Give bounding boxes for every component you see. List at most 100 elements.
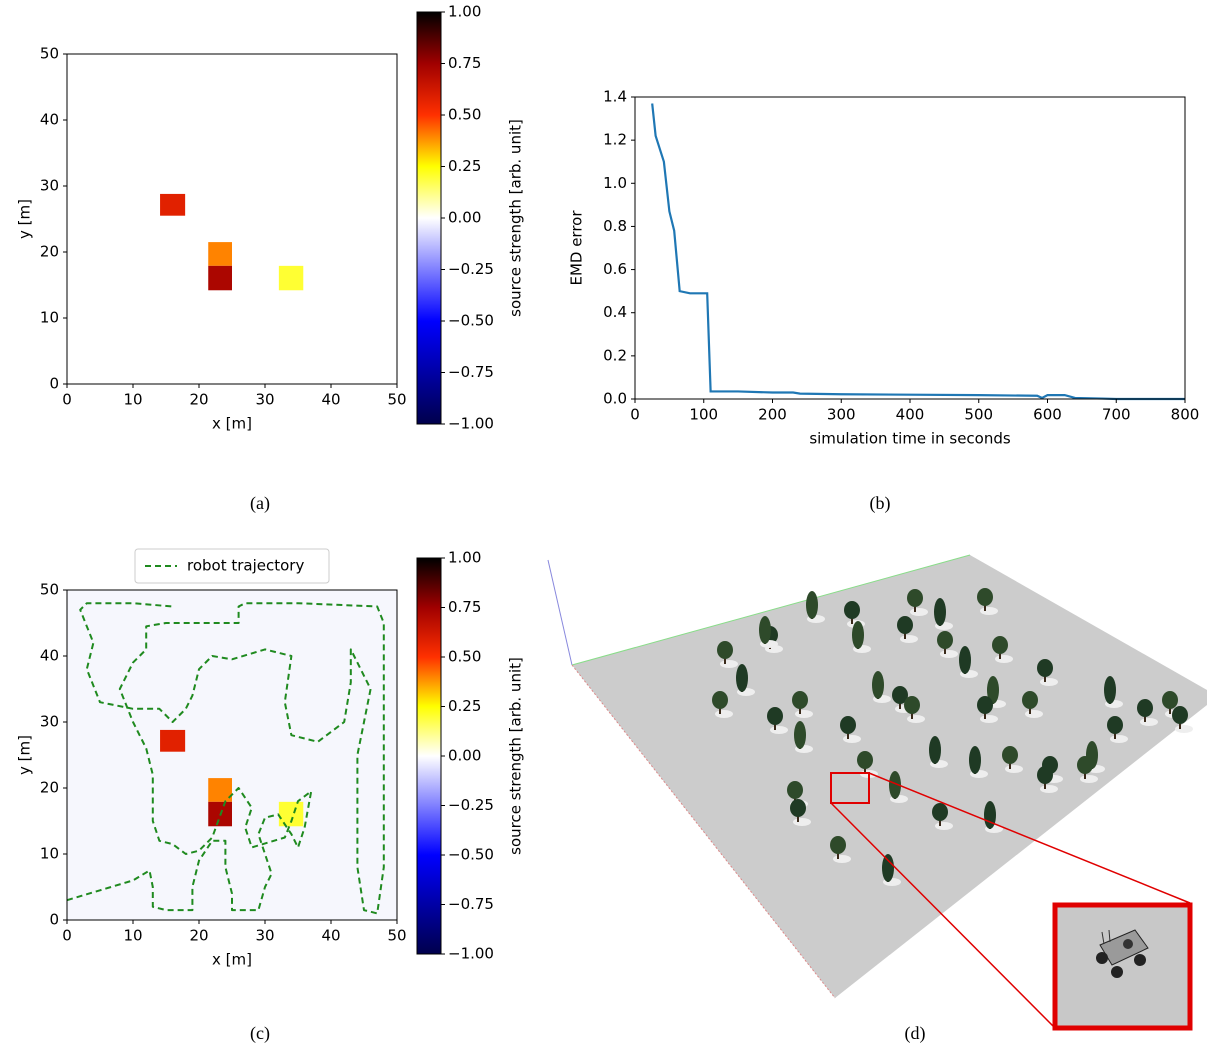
colorbar-tick-label: 0.75 [448,598,481,616]
colorbar-tick-label: 1.00 [448,3,481,21]
zoom-line [868,772,1191,904]
x-axis-label: x [m] [212,415,252,433]
tree-crown [969,746,981,774]
colorbar-tick-label: −1.00 [448,945,494,963]
tree-crown [1162,691,1178,709]
caption: (d) [905,1023,926,1044]
y-tick-label: 1.0 [603,174,627,192]
x-axis-label: x [m] [212,951,252,969]
caption: (b) [870,493,891,514]
y-tick-label: 40 [40,647,59,665]
y-axis-label: y [m] [16,735,34,775]
x-tick-label: 40 [321,927,340,945]
colorbar [416,11,442,425]
colorbar-label: source strength [arb. unit] [507,657,525,855]
colorbar-tick-label: −1.00 [448,415,494,433]
x-tick-label: 30 [255,927,274,945]
tree-crown [907,589,923,607]
colorbar-tick-label: −0.75 [448,363,494,381]
tree-crown [872,671,884,699]
tree-crown [736,664,748,692]
tree-crown [1002,746,1018,764]
colorbar-tick-label: 0.50 [448,106,481,124]
colorbar-tick-label: 0.50 [448,648,481,666]
x-tick-label: 50 [387,927,406,945]
colorbar-tick-label: −0.25 [448,796,494,814]
y-axis-label: y [m] [16,199,34,239]
colorbar [416,557,442,955]
tree-crown [1107,716,1123,734]
x-tick-label: 700 [1102,406,1131,424]
tree-crown [1172,706,1188,724]
tree-crown [889,771,901,799]
y-tick-label: 30 [40,713,59,731]
tree-crown [790,799,806,817]
y-tick-label: 0 [49,911,59,929]
tree-crown [984,801,996,829]
y-tick-label: 0.2 [603,346,627,364]
legend-label: robot trajectory [187,557,304,575]
tree-crown [932,803,948,821]
robot-icon [1096,929,1149,978]
y-tick-label: 50 [40,581,59,599]
tree-crown [806,591,818,619]
tree-shadow [940,650,958,658]
tree-shadow [793,818,811,826]
tree-crown [857,751,873,769]
panel-d-scene [547,554,1207,1031]
y-tick-label: 0.4 [603,303,627,321]
tree-shadow [1080,775,1098,783]
tree-shadow [995,655,1013,663]
y-tick-label: 1.2 [603,131,627,149]
colorbar-label: source strength [arb. unit] [507,119,525,317]
x-tick-label: 10 [123,927,142,945]
tree-crown [759,616,771,644]
tree-crown [904,696,920,714]
x-tick-label: 40 [321,391,340,409]
colorbar-tick-label: −0.50 [448,846,494,864]
tree-crown [767,707,783,725]
tree-shadow [935,822,953,830]
tree-crown [929,736,941,764]
tree-shadow [1005,765,1023,773]
tree-crown [992,636,1008,654]
caption: (c) [250,1023,270,1044]
colorbar-tick-label: 0.00 [448,209,481,227]
caption: (a) [250,493,270,514]
tree-crown [987,676,999,704]
x-axis-label: simulation time in seconds [809,430,1011,448]
trajectory [66,602,385,915]
colorbar-tick-label: 0.25 [448,157,481,175]
tree-crown [1037,659,1053,677]
axis-line [571,554,971,666]
colorbar-tick-label: 0.00 [448,747,481,765]
tree-crown [717,641,733,659]
y-tick-label: 0.6 [603,260,627,278]
tree-shadow [1175,725,1193,733]
y-tick-label: 20 [40,779,59,797]
tree-crown [844,601,860,619]
y-tick-label: 40 [40,111,59,129]
tree-crown [840,716,856,734]
tree-crown [1137,699,1153,717]
x-tick-label: 20 [189,391,208,409]
plot-area [635,97,1185,399]
tree-crown [852,621,864,649]
tree-shadow [795,710,813,718]
y-tick-label: 0.0 [603,390,627,408]
tree-crown [1037,766,1053,784]
x-tick-label: 600 [1033,406,1062,424]
y-tick-label: 0.8 [603,217,627,235]
x-tick-label: 10 [123,391,142,409]
axis-line [571,664,836,999]
heatmap-cell [208,778,232,802]
heatmap-cell [208,265,232,291]
axis-line [547,559,573,666]
tree-shadow [1040,785,1058,793]
tree-shadow [900,635,918,643]
tree-crown [892,686,908,704]
tree-crown [787,781,803,799]
colorbar-tick-label: −0.25 [448,260,494,278]
tree-shadow [715,710,733,718]
tree-shadow [980,715,998,723]
